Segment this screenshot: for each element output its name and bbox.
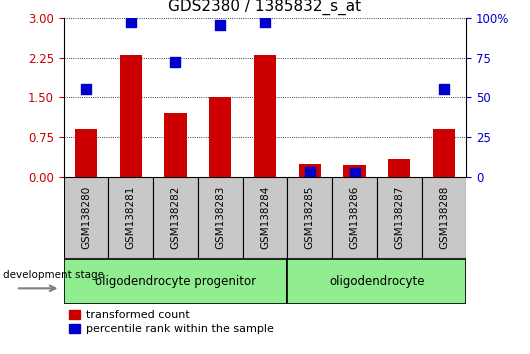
Text: development stage: development stage bbox=[3, 269, 104, 280]
Bar bbox=[243, 177, 287, 258]
Point bbox=[127, 19, 135, 24]
Text: GSM138286: GSM138286 bbox=[349, 186, 359, 250]
Bar bbox=[254, 55, 276, 177]
Legend: transformed count, percentile rank within the sample: transformed count, percentile rank withi… bbox=[69, 310, 273, 334]
Point bbox=[216, 22, 225, 28]
Text: oligodendrocyte: oligodendrocyte bbox=[329, 275, 425, 288]
Bar bbox=[377, 177, 422, 258]
Text: GSM138281: GSM138281 bbox=[126, 186, 136, 250]
Bar bbox=[422, 177, 466, 258]
Text: oligodendrocyte progenitor: oligodendrocyte progenitor bbox=[95, 275, 256, 288]
Text: GSM138280: GSM138280 bbox=[81, 186, 91, 249]
Bar bbox=[343, 165, 366, 177]
Text: GSM138288: GSM138288 bbox=[439, 186, 449, 250]
Point bbox=[350, 170, 359, 176]
Text: GSM138285: GSM138285 bbox=[305, 186, 315, 250]
Text: GSM138287: GSM138287 bbox=[394, 186, 404, 250]
Bar bbox=[164, 113, 187, 177]
Point bbox=[82, 86, 90, 92]
Bar bbox=[153, 177, 198, 258]
Bar bbox=[209, 97, 232, 177]
Point bbox=[305, 170, 314, 175]
Bar bbox=[433, 129, 455, 177]
Point bbox=[261, 19, 269, 24]
Bar bbox=[388, 159, 410, 177]
Bar bbox=[64, 177, 108, 258]
Text: GSM138282: GSM138282 bbox=[171, 186, 181, 250]
Text: GSM138283: GSM138283 bbox=[215, 186, 225, 250]
Bar bbox=[287, 259, 466, 303]
Bar bbox=[64, 259, 287, 303]
Point bbox=[171, 59, 180, 65]
Bar bbox=[298, 164, 321, 177]
Bar bbox=[198, 177, 243, 258]
Bar bbox=[287, 177, 332, 258]
Title: GDS2380 / 1385832_s_at: GDS2380 / 1385832_s_at bbox=[169, 0, 361, 15]
Point bbox=[440, 86, 448, 92]
Bar bbox=[120, 55, 142, 177]
Bar bbox=[75, 129, 97, 177]
Text: GSM138284: GSM138284 bbox=[260, 186, 270, 250]
Bar bbox=[332, 177, 377, 258]
Bar bbox=[108, 177, 153, 258]
